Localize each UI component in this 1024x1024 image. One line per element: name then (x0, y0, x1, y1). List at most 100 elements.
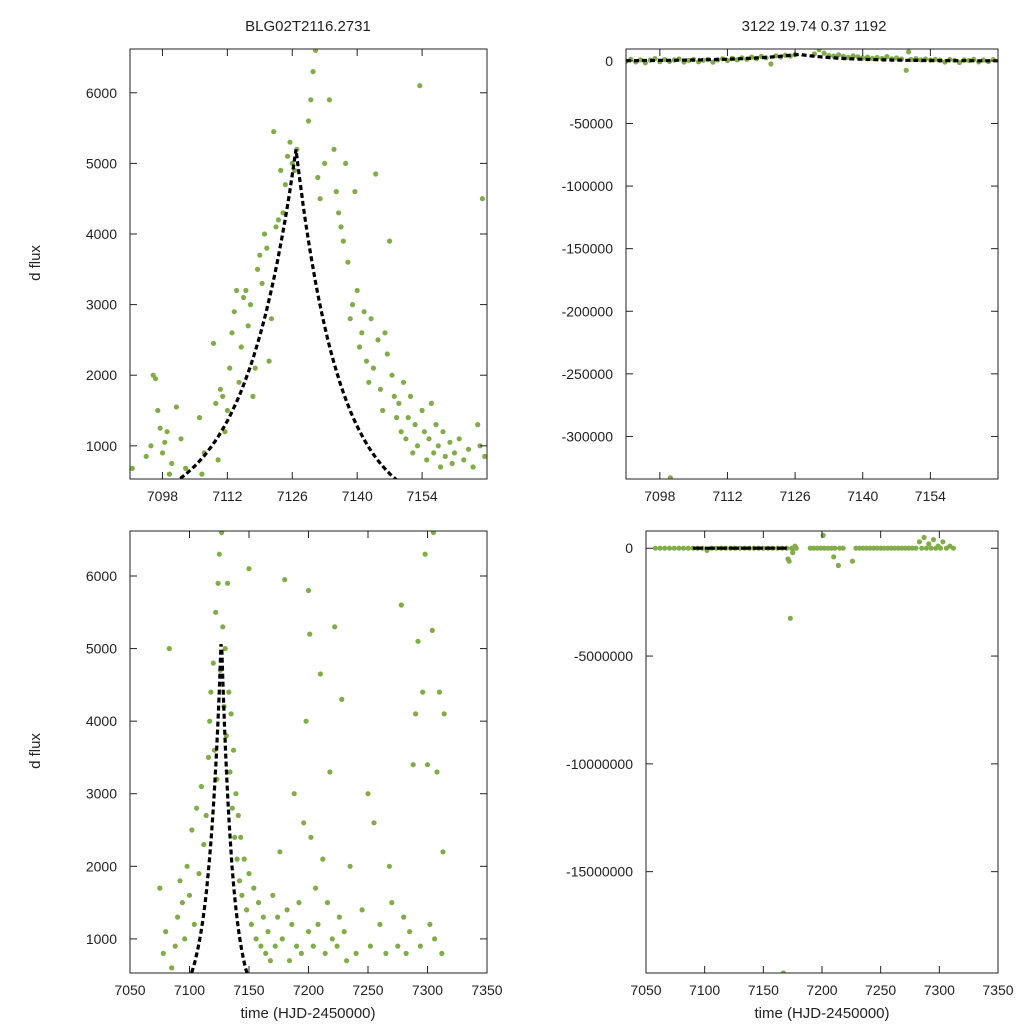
data-point (768, 61, 774, 67)
y-tick-label: -150000 (562, 241, 614, 257)
xlabel-left: time (HJD-2450000) (240, 1005, 375, 1022)
data-point (227, 365, 233, 371)
data-point (671, 545, 677, 551)
data-point (366, 379, 372, 385)
data-point (921, 534, 927, 541)
data-point (296, 900, 302, 906)
data-point (305, 118, 312, 124)
data-point (220, 624, 226, 630)
data-point (479, 196, 485, 202)
data-point (424, 457, 430, 463)
y-tick-label: 0 (625, 540, 633, 556)
data-point (874, 545, 880, 551)
data-point (438, 464, 444, 470)
data-point (225, 580, 231, 586)
x-tick-label: 7112 (212, 488, 242, 504)
y-tick-label: -300000 (562, 428, 614, 444)
y-tick-label: 1000 (86, 438, 117, 454)
data-point (260, 914, 266, 920)
data-point (305, 929, 312, 935)
data-point (906, 49, 912, 55)
data-point (259, 280, 265, 286)
plot-frame (129, 48, 488, 480)
data-point (315, 921, 321, 928)
data-point (384, 351, 390, 357)
data-point (371, 820, 377, 826)
data-point (787, 615, 793, 621)
data-point (199, 471, 205, 477)
x-tick-label: 7126 (780, 488, 811, 504)
data-point (277, 849, 283, 855)
data-point (173, 404, 179, 410)
data-point (465, 446, 472, 452)
x-tick-label: 7350 (471, 982, 502, 998)
data-point (417, 83, 423, 89)
data-point (152, 376, 159, 382)
data-point (840, 545, 846, 551)
y-tick-label: -10000000 (566, 756, 633, 772)
data-point (916, 539, 923, 545)
data-point (157, 425, 163, 431)
data-point (410, 450, 416, 456)
data-point (239, 892, 245, 898)
data-point (470, 464, 476, 470)
data-point (313, 885, 319, 891)
data-point (347, 316, 353, 322)
data-point (856, 545, 863, 551)
data-point (344, 958, 350, 964)
data-point (163, 929, 169, 935)
data-point (383, 950, 389, 957)
data-point (407, 929, 413, 935)
data-point (191, 921, 197, 928)
data-point (835, 562, 842, 569)
data-point (312, 49, 319, 53)
data-point (377, 921, 383, 928)
data-point (305, 587, 312, 594)
data-point (432, 936, 438, 942)
data-point (456, 436, 462, 442)
data-point (243, 287, 249, 294)
data-point (352, 189, 358, 195)
x-tick-label: 7154 (915, 488, 946, 504)
y-tick-label: 1000 (86, 931, 117, 947)
data-point (160, 950, 166, 957)
data-point (228, 711, 234, 717)
data-point (831, 554, 837, 560)
data-point (301, 820, 307, 826)
data-point (169, 460, 175, 467)
data-point (339, 696, 345, 703)
data-point (793, 545, 799, 551)
y-tick-label: 6000 (86, 568, 117, 584)
data-point (264, 245, 270, 251)
data-point (215, 457, 221, 463)
data-point (286, 958, 293, 964)
data-point (365, 791, 371, 797)
data-point (284, 907, 290, 913)
data-point (227, 769, 233, 775)
y-tick-label: 2000 (86, 858, 117, 874)
data-point (231, 309, 237, 315)
xlabel-right: time (HJD-2450000) (754, 1005, 889, 1022)
data-point (431, 450, 437, 456)
data-point (334, 943, 340, 949)
ylabel-bottom: d flux (27, 733, 44, 769)
y-tick-label: 6000 (86, 85, 117, 101)
data-point (832, 545, 838, 551)
data-point (919, 545, 925, 551)
data-point (201, 841, 207, 848)
data-point (282, 577, 288, 583)
data-point (216, 551, 222, 557)
data-point (367, 943, 373, 949)
data-point (407, 393, 414, 399)
data-point (790, 550, 796, 556)
data-point (261, 231, 268, 237)
data-point (307, 631, 313, 637)
data-point (162, 439, 168, 445)
x-tick-label: 7300 (412, 982, 443, 998)
data-point (332, 624, 338, 630)
x-tick-label: 7100 (689, 982, 720, 998)
y-tick-label: -50000 (569, 115, 613, 131)
data-point (662, 545, 668, 551)
data-point (257, 252, 263, 258)
